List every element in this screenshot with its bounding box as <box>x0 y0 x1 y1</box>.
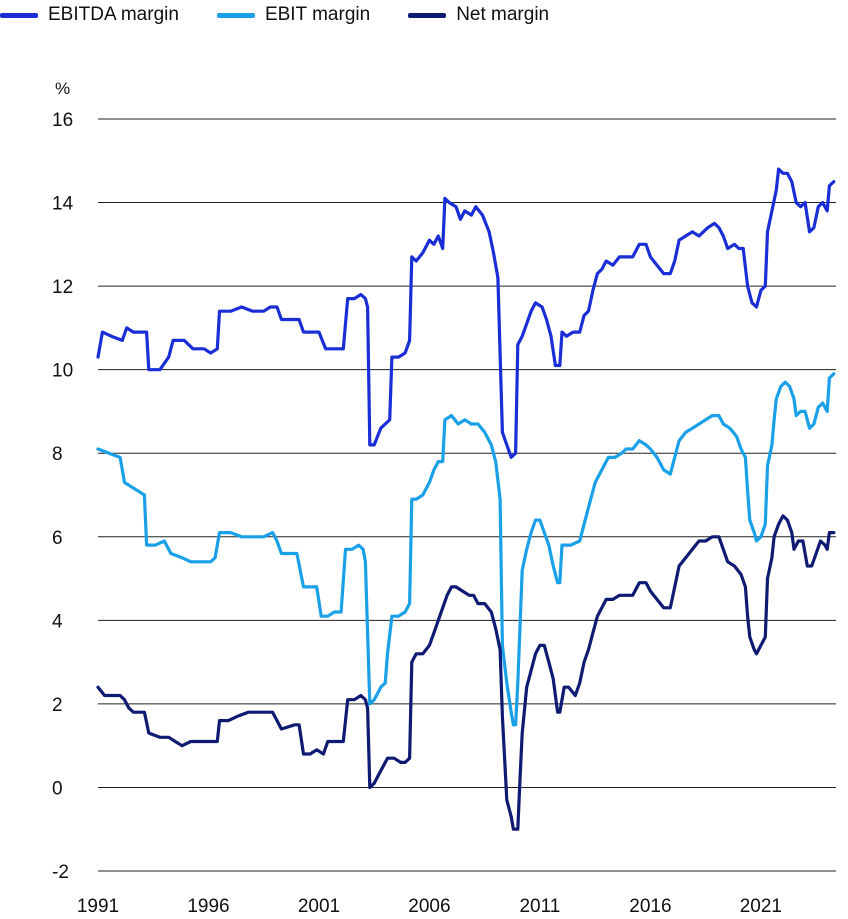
legend-item-net: Net margin <box>408 4 549 26</box>
y-tick-label: 6 <box>52 528 63 549</box>
y-tick-label: 12 <box>52 277 73 298</box>
y-tick-label: 0 <box>52 778 63 799</box>
legend-swatch-ebitda <box>0 12 38 18</box>
chart-legend: EBITDA margin EBIT margin Net margin <box>0 4 587 26</box>
gridlines <box>98 118 836 872</box>
x-tick-label: 2021 <box>740 896 782 917</box>
y-axis-unit-label: % <box>55 79 70 98</box>
legend-item-ebit: EBIT margin <box>216 4 371 26</box>
y-tick-label: -2 <box>52 862 69 883</box>
x-tick-label: 2016 <box>629 896 671 917</box>
x-tick-label: 1996 <box>187 896 229 917</box>
x-tick-label: 2001 <box>298 896 340 917</box>
y-tick-label: 4 <box>52 611 63 632</box>
legend-item-ebitda: EBITDA margin <box>0 4 179 26</box>
y-tick-label: 16 <box>52 110 73 131</box>
series-lines <box>96 167 836 831</box>
y-tick-label: 2 <box>52 695 63 716</box>
x-tick-label: 2011 <box>519 896 560 917</box>
legend-label-ebitda: EBITDA margin <box>48 4 179 25</box>
legend-label-net: Net margin <box>456 4 550 25</box>
x-axis-ticks: 1991 1996 2001 2006 2011 2016 2021 <box>77 896 782 917</box>
legend-swatch-ebit <box>216 12 255 18</box>
legend-label-ebit: EBIT margin <box>264 4 371 25</box>
x-tick-label: 2006 <box>408 896 450 917</box>
ebitda-margin-line <box>96 167 836 459</box>
ebit-margin-line <box>96 372 836 727</box>
legend-swatch-net <box>408 12 447 18</box>
y-tick-label: 14 <box>52 194 74 215</box>
net-margin-line <box>96 514 836 831</box>
y-tick-label: 10 <box>52 361 73 382</box>
x-tick-label: 1991 <box>77 896 119 917</box>
y-tick-label: 8 <box>52 444 63 465</box>
y-axis-ticks: -2 0 2 4 6 8 10 12 14 16 <box>52 110 74 883</box>
